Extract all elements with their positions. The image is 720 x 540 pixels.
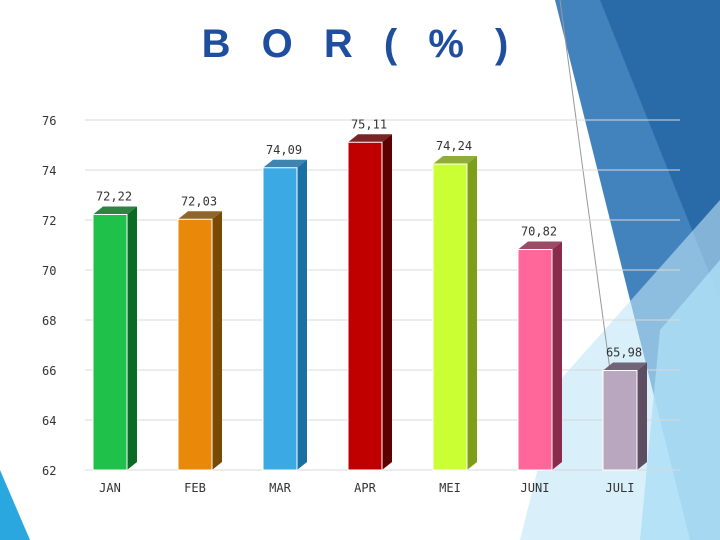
bar [432,163,468,471]
bar [602,370,638,471]
y-tick-label: 74 [42,164,56,178]
x-tick-label: MEI [439,481,461,495]
bar-top [93,206,137,215]
bars: 72,22 72,03 74,09 75,11 74,24 70,82 65,98 [92,117,647,471]
bar [92,214,128,471]
y-tick-label: 76 [42,114,56,128]
bar-top [433,156,477,164]
bar-side [637,362,647,470]
bar [262,167,298,471]
data-label: 65,98 [606,346,642,360]
x-tick-label: MAR [269,481,291,495]
bar [347,141,383,471]
x-tick-label: FEB [184,481,206,495]
x-tick-label: JUNI [521,481,550,495]
data-label: 72,22 [96,190,132,204]
bar-juni: 70,82 [517,225,562,471]
bar-mar: 74,09 [262,143,307,471]
x-axis: JAN FEB MAR APR MEI JUNI JULI [99,481,634,495]
y-tick-label: 64 [42,414,56,428]
bar-side [467,156,477,470]
bar [177,218,213,471]
y-tick-label: 68 [42,314,56,328]
bar-top [518,241,562,250]
x-tick-label: JAN [99,481,121,495]
data-label: 72,03 [181,194,217,208]
bar-side [382,134,392,470]
y-tick-label: 72 [42,214,56,228]
bar-side [297,159,307,470]
x-tick-label: JULI [606,481,635,495]
bar-feb: 72,03 [177,194,222,471]
y-axis: 62 64 66 68 70 72 74 76 [42,114,56,478]
bar-side [212,211,222,470]
bar-top [348,134,392,143]
bar-top [603,362,647,371]
bar [517,249,553,471]
data-label: 74,24 [436,139,472,153]
data-label: 75,11 [351,117,387,131]
bar-top [263,159,307,168]
bar-apr: 75,11 [347,117,392,471]
y-tick-label: 70 [42,264,56,278]
y-tick-label: 62 [42,464,56,478]
bar-top [178,211,222,220]
x-tick-label: APR [354,481,376,495]
bar-jan: 72,22 [92,190,137,471]
bar-side [127,206,137,470]
bar-mei: 74,24 [432,139,477,471]
data-label: 70,82 [521,225,557,239]
data-label: 74,09 [266,143,302,157]
chart-title: B O R ( % ) [201,22,519,66]
bar-side [552,241,562,470]
bar-juli: 65,98 [602,346,647,471]
y-tick-label: 66 [42,364,56,378]
